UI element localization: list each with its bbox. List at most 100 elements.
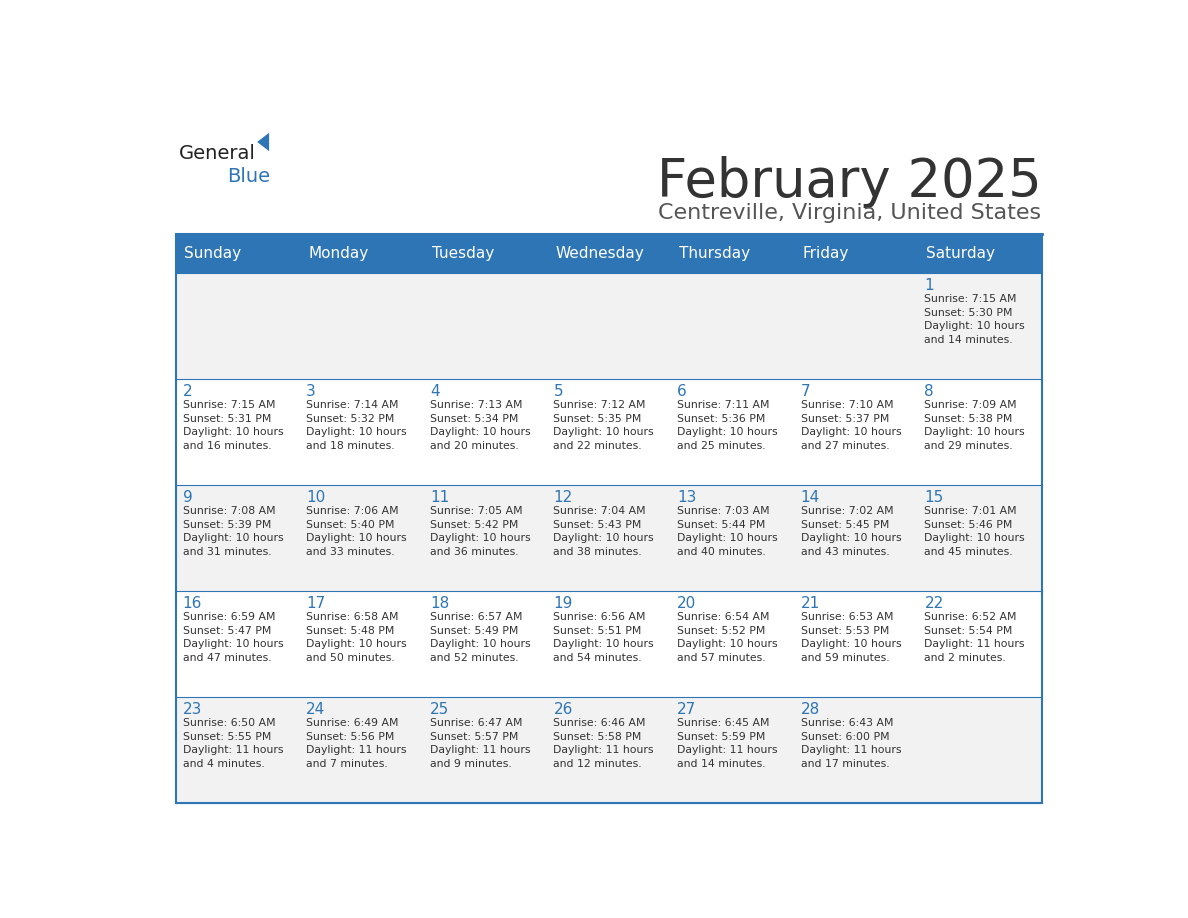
Bar xyxy=(423,485,546,591)
Text: Sunrise: 6:49 AM
Sunset: 5:56 PM
Daylight: 11 hours
and 7 minutes.: Sunrise: 6:49 AM Sunset: 5:56 PM Dayligh… xyxy=(307,718,406,769)
Bar xyxy=(671,697,795,803)
Text: 26: 26 xyxy=(554,701,573,717)
Text: Sunrise: 7:13 AM
Sunset: 5:34 PM
Daylight: 10 hours
and 20 minutes.: Sunrise: 7:13 AM Sunset: 5:34 PM Dayligh… xyxy=(430,400,531,451)
Text: Saturday: Saturday xyxy=(927,246,996,261)
Bar xyxy=(299,485,423,591)
Text: 27: 27 xyxy=(677,701,696,717)
Bar xyxy=(176,697,299,803)
Bar xyxy=(423,273,546,379)
Text: 21: 21 xyxy=(801,596,820,610)
Text: 16: 16 xyxy=(183,596,202,610)
Text: Sunday: Sunday xyxy=(184,246,241,261)
Text: 24: 24 xyxy=(307,701,326,717)
Text: Sunrise: 6:58 AM
Sunset: 5:48 PM
Daylight: 10 hours
and 50 minutes.: Sunrise: 6:58 AM Sunset: 5:48 PM Dayligh… xyxy=(307,612,406,663)
Bar xyxy=(671,485,795,591)
Text: Sunrise: 7:04 AM
Sunset: 5:43 PM
Daylight: 10 hours
and 38 minutes.: Sunrise: 7:04 AM Sunset: 5:43 PM Dayligh… xyxy=(554,506,655,557)
Text: Wednesday: Wednesday xyxy=(555,246,644,261)
Bar xyxy=(671,591,795,697)
Bar xyxy=(795,485,918,591)
Bar xyxy=(918,485,1042,591)
Bar xyxy=(795,697,918,803)
Text: Sunrise: 7:15 AM
Sunset: 5:30 PM
Daylight: 10 hours
and 14 minutes.: Sunrise: 7:15 AM Sunset: 5:30 PM Dayligh… xyxy=(924,294,1025,345)
Text: Sunrise: 6:47 AM
Sunset: 5:57 PM
Daylight: 11 hours
and 9 minutes.: Sunrise: 6:47 AM Sunset: 5:57 PM Dayligh… xyxy=(430,718,530,769)
Text: Sunrise: 6:56 AM
Sunset: 5:51 PM
Daylight: 10 hours
and 54 minutes.: Sunrise: 6:56 AM Sunset: 5:51 PM Dayligh… xyxy=(554,612,655,663)
Bar xyxy=(299,234,423,273)
Bar xyxy=(299,379,423,485)
Text: 18: 18 xyxy=(430,596,449,610)
Bar xyxy=(546,273,671,379)
Text: 13: 13 xyxy=(677,489,696,505)
Text: Sunrise: 7:12 AM
Sunset: 5:35 PM
Daylight: 10 hours
and 22 minutes.: Sunrise: 7:12 AM Sunset: 5:35 PM Dayligh… xyxy=(554,400,655,451)
Bar xyxy=(299,273,423,379)
Text: 4: 4 xyxy=(430,384,440,398)
Bar xyxy=(795,273,918,379)
Bar xyxy=(546,591,671,697)
Bar xyxy=(299,697,423,803)
Bar xyxy=(795,379,918,485)
Text: Sunrise: 7:08 AM
Sunset: 5:39 PM
Daylight: 10 hours
and 31 minutes.: Sunrise: 7:08 AM Sunset: 5:39 PM Dayligh… xyxy=(183,506,283,557)
Text: 25: 25 xyxy=(430,701,449,717)
Polygon shape xyxy=(257,133,270,151)
Text: 20: 20 xyxy=(677,596,696,610)
Text: 23: 23 xyxy=(183,701,202,717)
Bar xyxy=(423,591,546,697)
Text: Sunrise: 6:59 AM
Sunset: 5:47 PM
Daylight: 10 hours
and 47 minutes.: Sunrise: 6:59 AM Sunset: 5:47 PM Dayligh… xyxy=(183,612,283,663)
Text: Sunrise: 6:54 AM
Sunset: 5:52 PM
Daylight: 10 hours
and 57 minutes.: Sunrise: 6:54 AM Sunset: 5:52 PM Dayligh… xyxy=(677,612,778,663)
Bar xyxy=(546,697,671,803)
Bar xyxy=(918,697,1042,803)
Text: Blue: Blue xyxy=(227,167,270,185)
Bar xyxy=(671,234,795,273)
Bar xyxy=(918,273,1042,379)
Bar xyxy=(176,234,1042,803)
Text: General: General xyxy=(179,144,255,163)
Text: Sunrise: 6:43 AM
Sunset: 6:00 PM
Daylight: 11 hours
and 17 minutes.: Sunrise: 6:43 AM Sunset: 6:00 PM Dayligh… xyxy=(801,718,902,769)
Bar xyxy=(176,273,299,379)
Text: 14: 14 xyxy=(801,489,820,505)
Bar xyxy=(671,273,795,379)
Text: Sunrise: 6:57 AM
Sunset: 5:49 PM
Daylight: 10 hours
and 52 minutes.: Sunrise: 6:57 AM Sunset: 5:49 PM Dayligh… xyxy=(430,612,531,663)
Bar xyxy=(918,379,1042,485)
Text: Sunrise: 7:11 AM
Sunset: 5:36 PM
Daylight: 10 hours
and 25 minutes.: Sunrise: 7:11 AM Sunset: 5:36 PM Dayligh… xyxy=(677,400,778,451)
Text: February 2025: February 2025 xyxy=(657,156,1042,208)
Text: 12: 12 xyxy=(554,489,573,505)
Bar xyxy=(671,379,795,485)
Text: Thursday: Thursday xyxy=(680,246,750,261)
Text: 19: 19 xyxy=(554,596,573,610)
Bar xyxy=(176,234,299,273)
Bar xyxy=(423,379,546,485)
Text: Sunrise: 6:46 AM
Sunset: 5:58 PM
Daylight: 11 hours
and 12 minutes.: Sunrise: 6:46 AM Sunset: 5:58 PM Dayligh… xyxy=(554,718,653,769)
Bar xyxy=(546,485,671,591)
Text: Sunrise: 7:15 AM
Sunset: 5:31 PM
Daylight: 10 hours
and 16 minutes.: Sunrise: 7:15 AM Sunset: 5:31 PM Dayligh… xyxy=(183,400,283,451)
Bar xyxy=(795,234,918,273)
Text: Sunrise: 7:01 AM
Sunset: 5:46 PM
Daylight: 10 hours
and 45 minutes.: Sunrise: 7:01 AM Sunset: 5:46 PM Dayligh… xyxy=(924,506,1025,557)
Text: Friday: Friday xyxy=(803,246,849,261)
Text: Sunrise: 7:09 AM
Sunset: 5:38 PM
Daylight: 10 hours
and 29 minutes.: Sunrise: 7:09 AM Sunset: 5:38 PM Dayligh… xyxy=(924,400,1025,451)
Bar xyxy=(176,485,299,591)
Bar xyxy=(918,234,1042,273)
Text: Sunrise: 7:03 AM
Sunset: 5:44 PM
Daylight: 10 hours
and 40 minutes.: Sunrise: 7:03 AM Sunset: 5:44 PM Dayligh… xyxy=(677,506,778,557)
Text: Sunrise: 7:02 AM
Sunset: 5:45 PM
Daylight: 10 hours
and 43 minutes.: Sunrise: 7:02 AM Sunset: 5:45 PM Dayligh… xyxy=(801,506,902,557)
Bar xyxy=(423,234,546,273)
Text: Sunrise: 7:05 AM
Sunset: 5:42 PM
Daylight: 10 hours
and 36 minutes.: Sunrise: 7:05 AM Sunset: 5:42 PM Dayligh… xyxy=(430,506,531,557)
Text: 9: 9 xyxy=(183,489,192,505)
Text: 6: 6 xyxy=(677,384,687,398)
Bar xyxy=(299,591,423,697)
Bar xyxy=(423,697,546,803)
Text: Sunrise: 6:50 AM
Sunset: 5:55 PM
Daylight: 11 hours
and 4 minutes.: Sunrise: 6:50 AM Sunset: 5:55 PM Dayligh… xyxy=(183,718,283,769)
Bar xyxy=(918,591,1042,697)
Text: Sunrise: 7:14 AM
Sunset: 5:32 PM
Daylight: 10 hours
and 18 minutes.: Sunrise: 7:14 AM Sunset: 5:32 PM Dayligh… xyxy=(307,400,406,451)
Text: Tuesday: Tuesday xyxy=(431,246,494,261)
Text: 28: 28 xyxy=(801,701,820,717)
Text: 3: 3 xyxy=(307,384,316,398)
Text: Sunrise: 6:45 AM
Sunset: 5:59 PM
Daylight: 11 hours
and 14 minutes.: Sunrise: 6:45 AM Sunset: 5:59 PM Dayligh… xyxy=(677,718,778,769)
Text: 1: 1 xyxy=(924,277,934,293)
Text: 10: 10 xyxy=(307,489,326,505)
Text: 8: 8 xyxy=(924,384,934,398)
Text: 17: 17 xyxy=(307,596,326,610)
Text: Monday: Monday xyxy=(308,246,368,261)
Text: Sunrise: 7:10 AM
Sunset: 5:37 PM
Daylight: 10 hours
and 27 minutes.: Sunrise: 7:10 AM Sunset: 5:37 PM Dayligh… xyxy=(801,400,902,451)
Text: Centreville, Virginia, United States: Centreville, Virginia, United States xyxy=(658,204,1042,223)
Bar xyxy=(795,591,918,697)
Text: 11: 11 xyxy=(430,489,449,505)
Text: Sunrise: 6:53 AM
Sunset: 5:53 PM
Daylight: 10 hours
and 59 minutes.: Sunrise: 6:53 AM Sunset: 5:53 PM Dayligh… xyxy=(801,612,902,663)
